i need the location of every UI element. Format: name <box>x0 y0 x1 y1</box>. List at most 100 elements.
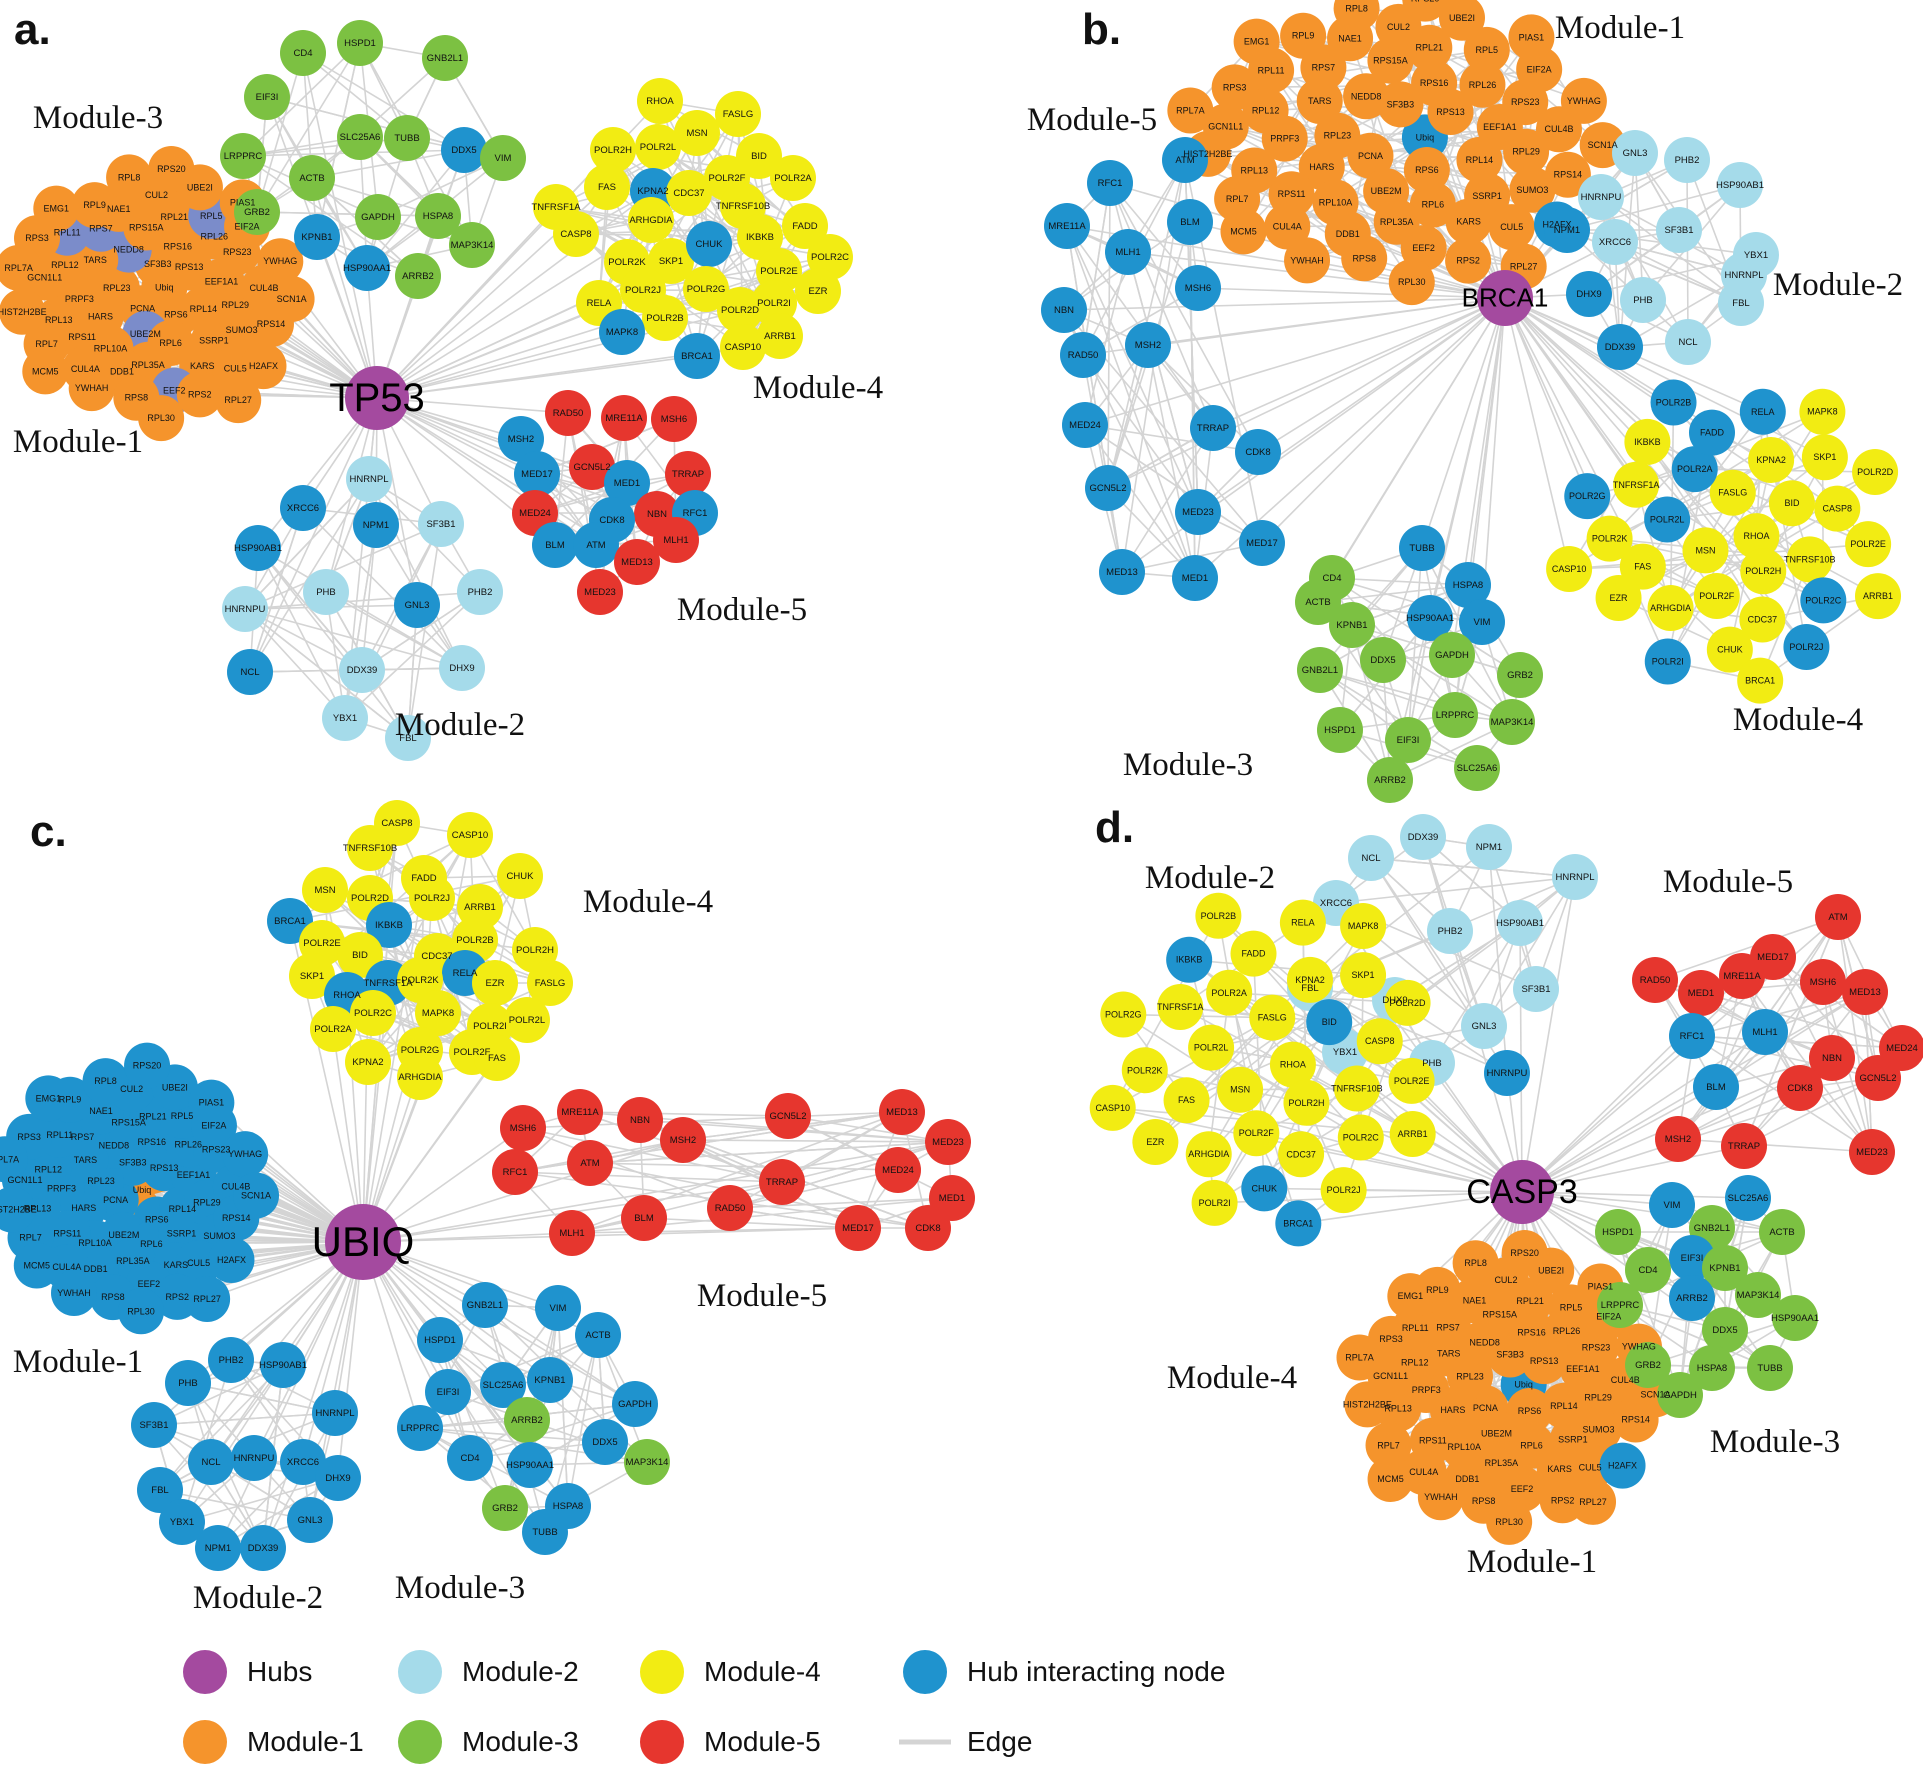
node-label-rpl30: RPL30 <box>147 413 175 423</box>
node-kpnb1 <box>1329 602 1375 648</box>
node-mlh1 <box>549 1210 595 1256</box>
node-label-polr2h: POLR2H <box>516 945 554 956</box>
node-label-lrpprc: LRPPRC <box>1601 1300 1640 1311</box>
node-label-atm: ATM <box>580 1158 599 1169</box>
node-label-cul2: CUL2 <box>1387 22 1410 32</box>
nodes-layer <box>1089 814 1923 1545</box>
node-label-rpl27: RPL27 <box>1579 1497 1607 1507</box>
node-label-rps16: RPS16 <box>1420 78 1449 88</box>
node-label-ybx1: YBX1 <box>1333 1047 1357 1058</box>
node-label-npm1: NPM1 <box>1554 225 1580 236</box>
node-label-fas: FAS <box>598 182 616 193</box>
node-label-sf3b1: SF3B1 <box>1521 984 1550 995</box>
node-hist2h2be <box>0 1186 36 1233</box>
node-label-tnfrsf10b: TNFRSF10B <box>716 201 770 212</box>
legend-label-module-2: Module-2 <box>462 1656 579 1687</box>
node-label-cdk8: CDK8 <box>599 515 624 526</box>
legend-label-module-4: Module-4 <box>704 1656 821 1687</box>
node-label-grb2: GRB2 <box>1507 670 1533 681</box>
node-rpl26 <box>1459 61 1506 108</box>
node-label-rpl13: RPL13 <box>1384 1404 1412 1414</box>
hub-edge <box>1257 297 1506 453</box>
edge <box>1309 846 1490 989</box>
edge <box>1109 182 1214 429</box>
node-faslg <box>1709 469 1756 516</box>
node-label-msh6: MSH6 <box>1810 977 1836 988</box>
edge <box>1084 424 1259 453</box>
node-label-rpl9: RPL9 <box>83 200 106 210</box>
legend-swatch-hubs <box>183 1650 227 1694</box>
node-label-eif2a: EIF2A <box>201 1121 226 1131</box>
node-label-xrcc6: XRCC6 <box>287 1457 319 1468</box>
node-label-h2afx: H2AFX <box>249 361 278 371</box>
node-blm <box>621 1195 667 1241</box>
node-label-polr2a: POLR2A <box>1211 988 1247 998</box>
node-label-rpl21: RPL21 <box>1516 1296 1544 1306</box>
node-label-rps6: RPS6 <box>164 310 188 320</box>
edge <box>153 1424 311 1521</box>
node-label-rpl6: RPL6 <box>159 338 182 348</box>
node-phb <box>165 1360 211 1406</box>
node-label-gnb2l1: GNB2L1 <box>427 53 463 64</box>
node-cul5 <box>175 1239 222 1286</box>
node-polr2c <box>1800 577 1847 624</box>
node-label-rpl7a: RPL7A <box>0 1154 19 1164</box>
node-pias1 <box>188 1079 235 1126</box>
node-label-polr2e: POLR2E <box>1850 539 1886 549</box>
node-label-cul5: CUL5 <box>224 364 247 374</box>
node-casp10 <box>720 324 766 370</box>
node-label-ddx5: DDX5 <box>1712 1325 1737 1336</box>
node-label-tars: TARS <box>84 255 107 265</box>
node-label-actb: ACTB <box>585 1330 610 1341</box>
node-label-rpl7a: RPL7A <box>1176 105 1205 115</box>
edge <box>567 1334 599 1507</box>
node-label-rps11: RPS11 <box>1278 189 1306 199</box>
node-label-ddx5: DDX5 <box>592 1437 617 1448</box>
node-label-tubb: TUBB <box>1409 543 1434 554</box>
edge <box>1084 251 1129 426</box>
node-label-arhgdia: ARHGDIA <box>398 1072 442 1083</box>
edge <box>1082 182 1111 356</box>
edge <box>579 1111 789 1117</box>
node-label-rps8: RPS8 <box>1472 1496 1496 1506</box>
node-label-tnfrsf10b: TNFRSF10B <box>1784 554 1836 564</box>
node-blm <box>1693 1064 1739 1110</box>
node-lrpprc <box>1597 1282 1643 1328</box>
node-gnl3 <box>287 1497 333 1543</box>
node-msn <box>302 867 348 913</box>
node-label-rpl29: RPL29 <box>1584 1393 1612 1403</box>
node-label-gapdh: GAPDH <box>1663 1390 1697 1401</box>
node-map3k14 <box>624 1439 670 1485</box>
node-label-sumo3: SUMO3 <box>1516 185 1548 195</box>
edge <box>729 1169 899 1209</box>
node-gnl3 <box>1612 130 1658 176</box>
node-label-nbn: NBN <box>1822 1053 1842 1064</box>
panel-b: Ubiq PCNA SF3B3 RPS6 RPL23 RPS13 UBE2M NEDD8 RPL… <box>1027 0 1903 803</box>
node-label-grb2: GRB2 <box>1635 1360 1661 1371</box>
node-label-rpl12: RPL12 <box>1252 105 1280 115</box>
node-gnl3 <box>394 582 440 628</box>
legend-label-hubs: Hubs <box>247 1656 312 1687</box>
node-vim <box>1459 599 1505 645</box>
node-label-trrap: TRRAP <box>1728 1141 1760 1152</box>
node-label-arrb1: ARRB1 <box>464 902 496 913</box>
node-polr2l <box>635 124 681 170</box>
node-label-rpl7a: RPL7A <box>4 263 33 273</box>
node-hnrnpu <box>1578 174 1624 220</box>
edge <box>1429 46 1585 102</box>
node-label-rpl21: RPL21 <box>1416 43 1444 53</box>
node-label-rps6: RPS6 <box>1415 165 1439 175</box>
node-label-ncl: NCL <box>1678 337 1697 348</box>
hub-edge <box>1197 287 1506 299</box>
node-ezr <box>795 268 841 314</box>
node-label-sf3b1: SF3B1 <box>139 1420 168 1431</box>
node-arhgdia <box>1647 585 1694 632</box>
node-rad50 <box>1060 332 1106 378</box>
node-label-ssrp1: SSRP1 <box>199 336 229 346</box>
node-mcm5 <box>13 1242 60 1289</box>
node-rpl7 <box>1365 1422 1412 1469</box>
node-label-fas: FAS <box>1178 1095 1195 1105</box>
node-label-hsp90aa1: HSP90AA1 <box>506 1460 554 1471</box>
node-hspd1 <box>337 20 383 66</box>
